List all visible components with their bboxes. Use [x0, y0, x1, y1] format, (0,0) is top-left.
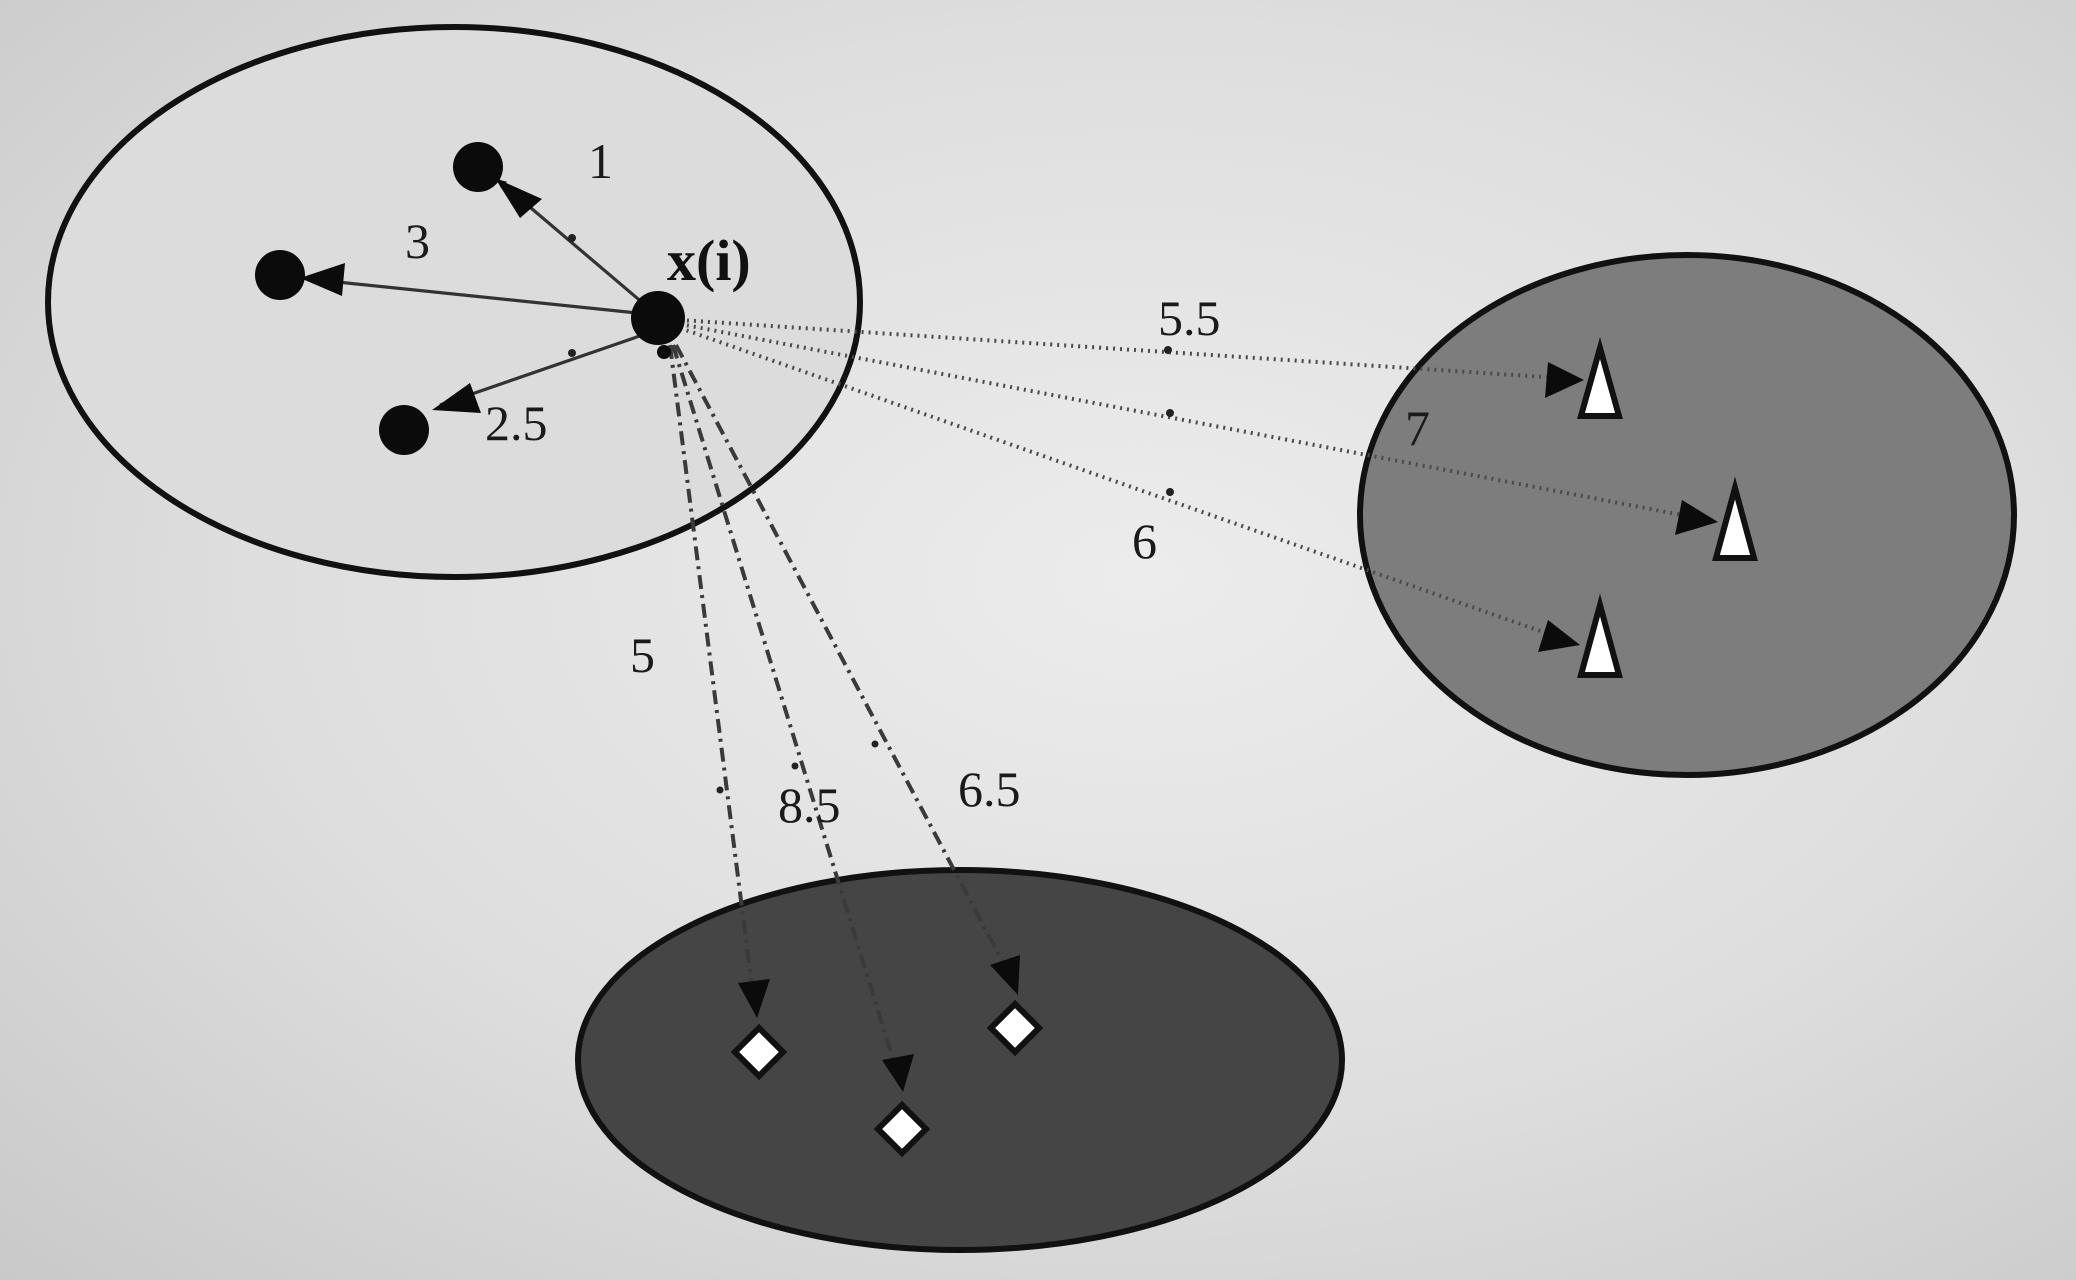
node-own-1 — [453, 142, 503, 192]
arrowhead-own-2.5 — [432, 383, 481, 413]
arrowhead-own-3 — [300, 263, 345, 296]
cluster-diamonds — [575, 867, 1345, 1253]
edge-label-dia-6.5: 6.5 — [958, 761, 1021, 817]
diamond-node-2 — [873, 1100, 931, 1158]
node-own-3 — [255, 250, 305, 300]
edge-label-own-2.5: 2.5 — [485, 395, 548, 451]
edge-label-own-3: 3 — [405, 213, 430, 269]
edge-label-tri-5.5: 5.5 — [1158, 290, 1221, 346]
edge-label-tri-7: 7 — [1405, 400, 1430, 456]
edge-label-dia-5: 5 — [630, 627, 655, 683]
center-node-tail — [657, 345, 671, 359]
edge-tri-6 — [679, 326, 1561, 640]
arrowhead-tri-5.5 — [1545, 362, 1584, 398]
triangle-node-3 — [1577, 593, 1623, 678]
diamond-node-3 — [986, 999, 1044, 1057]
arrowhead-tri-7 — [1675, 500, 1718, 535]
diamond-node-1 — [730, 1023, 788, 1081]
edge-dia-6.5 — [674, 344, 1017, 986]
arrowhead-tri-6 — [1538, 620, 1580, 652]
edge-label-dia-8.5: 8.5 — [778, 777, 841, 833]
triangle-node-2 — [1712, 476, 1758, 561]
edge-label-tri-6: 6 — [1132, 513, 1157, 569]
center-node — [631, 291, 685, 345]
edge-label-own-1: 1 — [588, 133, 613, 189]
triangle-node-1 — [1577, 336, 1623, 419]
edge-own-2.5 — [439, 328, 658, 407]
arrowhead-dia-8.5 — [882, 1054, 914, 1092]
edge-own-3 — [307, 277, 658, 317]
arrowhead-dia-5 — [738, 979, 770, 1018]
edge-dia-8.5 — [671, 344, 902, 1083]
center-node-label: x(i) — [667, 228, 751, 293]
arrowhead-dia-6.5 — [990, 955, 1020, 995]
arrowheads — [300, 178, 1718, 1092]
node-own-2.5 — [379, 405, 429, 455]
arrowhead-own-1 — [495, 178, 542, 218]
cluster-own — [45, 24, 863, 580]
edge-midpoint-dots — [568, 234, 1174, 794]
edge-dia-5 — [668, 344, 757, 1011]
